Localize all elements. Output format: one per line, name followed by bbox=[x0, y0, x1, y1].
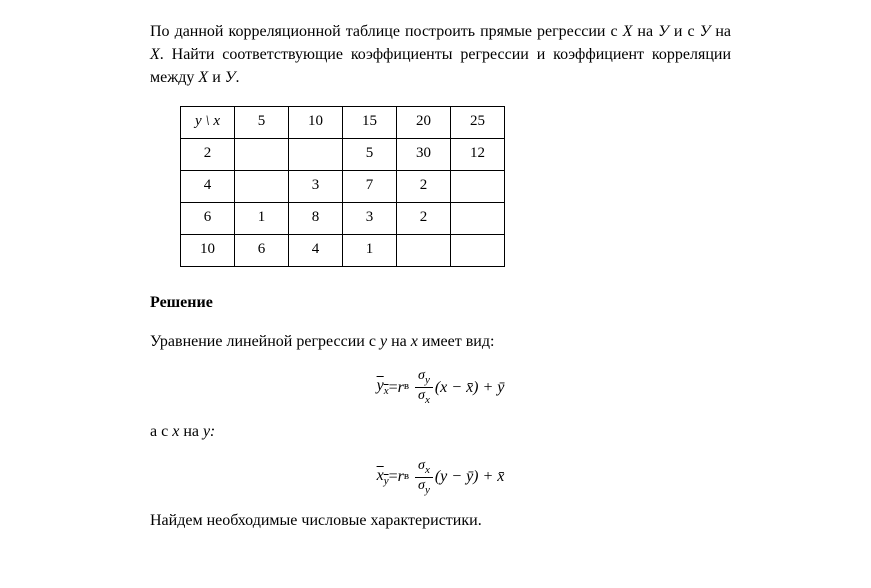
f2-den-s: y bbox=[425, 483, 430, 495]
cell: 1 bbox=[235, 202, 289, 234]
eq-intro-2: а с х на у: bbox=[150, 420, 731, 443]
f2-num-b: σ bbox=[418, 458, 425, 473]
eq1-c: имеет вид: bbox=[418, 333, 495, 350]
eq1-b: на bbox=[387, 333, 411, 350]
cell bbox=[451, 202, 505, 234]
footer-paragraph: Найдем необходимые числовые характеристи… bbox=[150, 509, 731, 532]
table-row: 10 6 4 1 bbox=[181, 234, 505, 266]
f2-eq: = bbox=[389, 465, 398, 488]
intro-t3: и с bbox=[669, 23, 700, 40]
table-header-row: у \ х 5 10 15 20 25 bbox=[181, 106, 505, 138]
intro-t7: . bbox=[236, 69, 240, 86]
f1-den-b: σ bbox=[418, 388, 425, 403]
header-corner: у \ х bbox=[181, 106, 235, 138]
cell bbox=[451, 170, 505, 202]
f1-num-s: y bbox=[425, 374, 430, 386]
formula-1: yx = rв σy σx (x − x̄) + ȳ bbox=[150, 369, 731, 406]
cell: 3 bbox=[289, 170, 343, 202]
table-row: 2 5 30 12 bbox=[181, 138, 505, 170]
intro-X3: Х bbox=[198, 69, 208, 86]
eq1-x: х bbox=[411, 333, 418, 350]
eq2-y: у bbox=[203, 423, 210, 440]
cell: 2 bbox=[397, 202, 451, 234]
f2-after: (y − ȳ) + x̄ bbox=[435, 465, 505, 488]
row-y: 2 bbox=[181, 138, 235, 170]
cell: 5 bbox=[343, 138, 397, 170]
header-x: 25 bbox=[451, 106, 505, 138]
cell bbox=[235, 170, 289, 202]
f1-after: (x − x̄) + ȳ bbox=[435, 376, 505, 399]
eq2-a: а с bbox=[150, 423, 172, 440]
eq-intro-1: Уравнение линейной регрессии с у на х им… bbox=[150, 330, 731, 353]
intro-t6: и bbox=[208, 69, 225, 86]
intro-t2: на bbox=[632, 23, 658, 40]
cell: 12 bbox=[451, 138, 505, 170]
intro-Y1: У bbox=[658, 23, 669, 40]
f2-num-s: x bbox=[425, 464, 430, 476]
intro-t4: на bbox=[710, 23, 731, 40]
f1-den-s: x bbox=[425, 394, 430, 406]
cell: 2 bbox=[397, 170, 451, 202]
f1-num-b: σ bbox=[418, 368, 425, 383]
solution-heading: Решение bbox=[150, 291, 731, 314]
cell bbox=[235, 138, 289, 170]
intro-Y3: У bbox=[225, 69, 236, 86]
cell: 30 bbox=[397, 138, 451, 170]
f1-eq: = bbox=[389, 376, 398, 399]
table-row: 4 3 7 2 bbox=[181, 170, 505, 202]
f2-den-b: σ bbox=[418, 478, 425, 493]
header-x: 15 bbox=[343, 106, 397, 138]
formula-2: xy = rв σx σy (y − ȳ) + x̄ bbox=[150, 459, 731, 496]
intro-X1: X bbox=[623, 23, 633, 40]
eq1-y: у bbox=[380, 333, 387, 350]
table-row: 6 1 8 3 2 bbox=[181, 202, 505, 234]
intro-Y2: У bbox=[700, 23, 711, 40]
intro-t1: По данной корреляционной таблице построи… bbox=[150, 23, 623, 40]
header-x: 20 bbox=[397, 106, 451, 138]
row-y: 6 bbox=[181, 202, 235, 234]
f1-lhs-base: y bbox=[377, 377, 384, 394]
cell: 4 bbox=[289, 234, 343, 266]
cell bbox=[397, 234, 451, 266]
f2-lhs-base: x bbox=[377, 467, 384, 484]
row-y: 10 bbox=[181, 234, 235, 266]
header-x: 5 bbox=[235, 106, 289, 138]
cell: 7 bbox=[343, 170, 397, 202]
eq2-b: на bbox=[179, 423, 203, 440]
cell: 3 bbox=[343, 202, 397, 234]
correlation-table: у \ х 5 10 15 20 25 2 5 30 12 4 3 7 2 6 … bbox=[180, 106, 505, 267]
eq1-a: Уравнение линейной регрессии с bbox=[150, 333, 380, 350]
header-x: 10 bbox=[289, 106, 343, 138]
cell bbox=[451, 234, 505, 266]
intro-paragraph: По данной корреляционной таблице построи… bbox=[150, 20, 731, 90]
cell bbox=[289, 138, 343, 170]
cell: 6 bbox=[235, 234, 289, 266]
cell: 8 bbox=[289, 202, 343, 234]
cell: 1 bbox=[343, 234, 397, 266]
intro-X2: Х bbox=[150, 46, 160, 63]
row-y: 4 bbox=[181, 170, 235, 202]
eq2-c: : bbox=[210, 423, 215, 440]
